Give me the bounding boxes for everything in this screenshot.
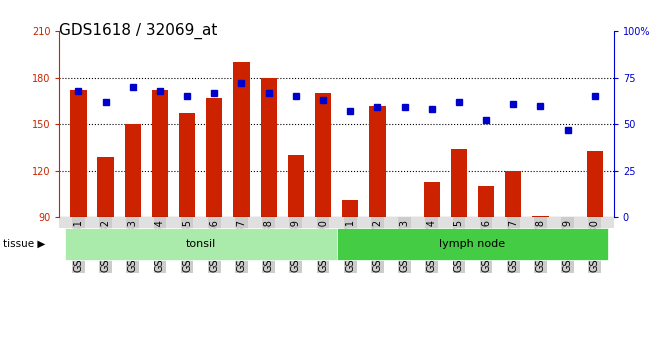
Bar bbox=[70, 90, 86, 217]
Bar bbox=[478, 186, 494, 217]
Bar bbox=[98, 157, 114, 217]
Bar bbox=[315, 93, 331, 217]
Text: tonsil: tonsil bbox=[185, 239, 216, 249]
Bar bbox=[369, 106, 385, 217]
Bar bbox=[234, 62, 249, 217]
Bar bbox=[505, 171, 521, 217]
Bar bbox=[587, 151, 603, 217]
Text: GDS1618 / 32069_at: GDS1618 / 32069_at bbox=[59, 22, 218, 39]
Text: lymph node: lymph node bbox=[440, 239, 506, 249]
Bar bbox=[152, 90, 168, 217]
Bar bbox=[261, 78, 277, 217]
Bar bbox=[125, 124, 141, 217]
Bar bbox=[424, 182, 440, 217]
Text: tissue ▶: tissue ▶ bbox=[3, 239, 46, 249]
Bar bbox=[179, 114, 195, 217]
Bar bbox=[288, 155, 304, 217]
Bar bbox=[451, 149, 467, 217]
Bar bbox=[342, 200, 358, 217]
Bar bbox=[532, 216, 548, 217]
Bar bbox=[206, 98, 222, 217]
